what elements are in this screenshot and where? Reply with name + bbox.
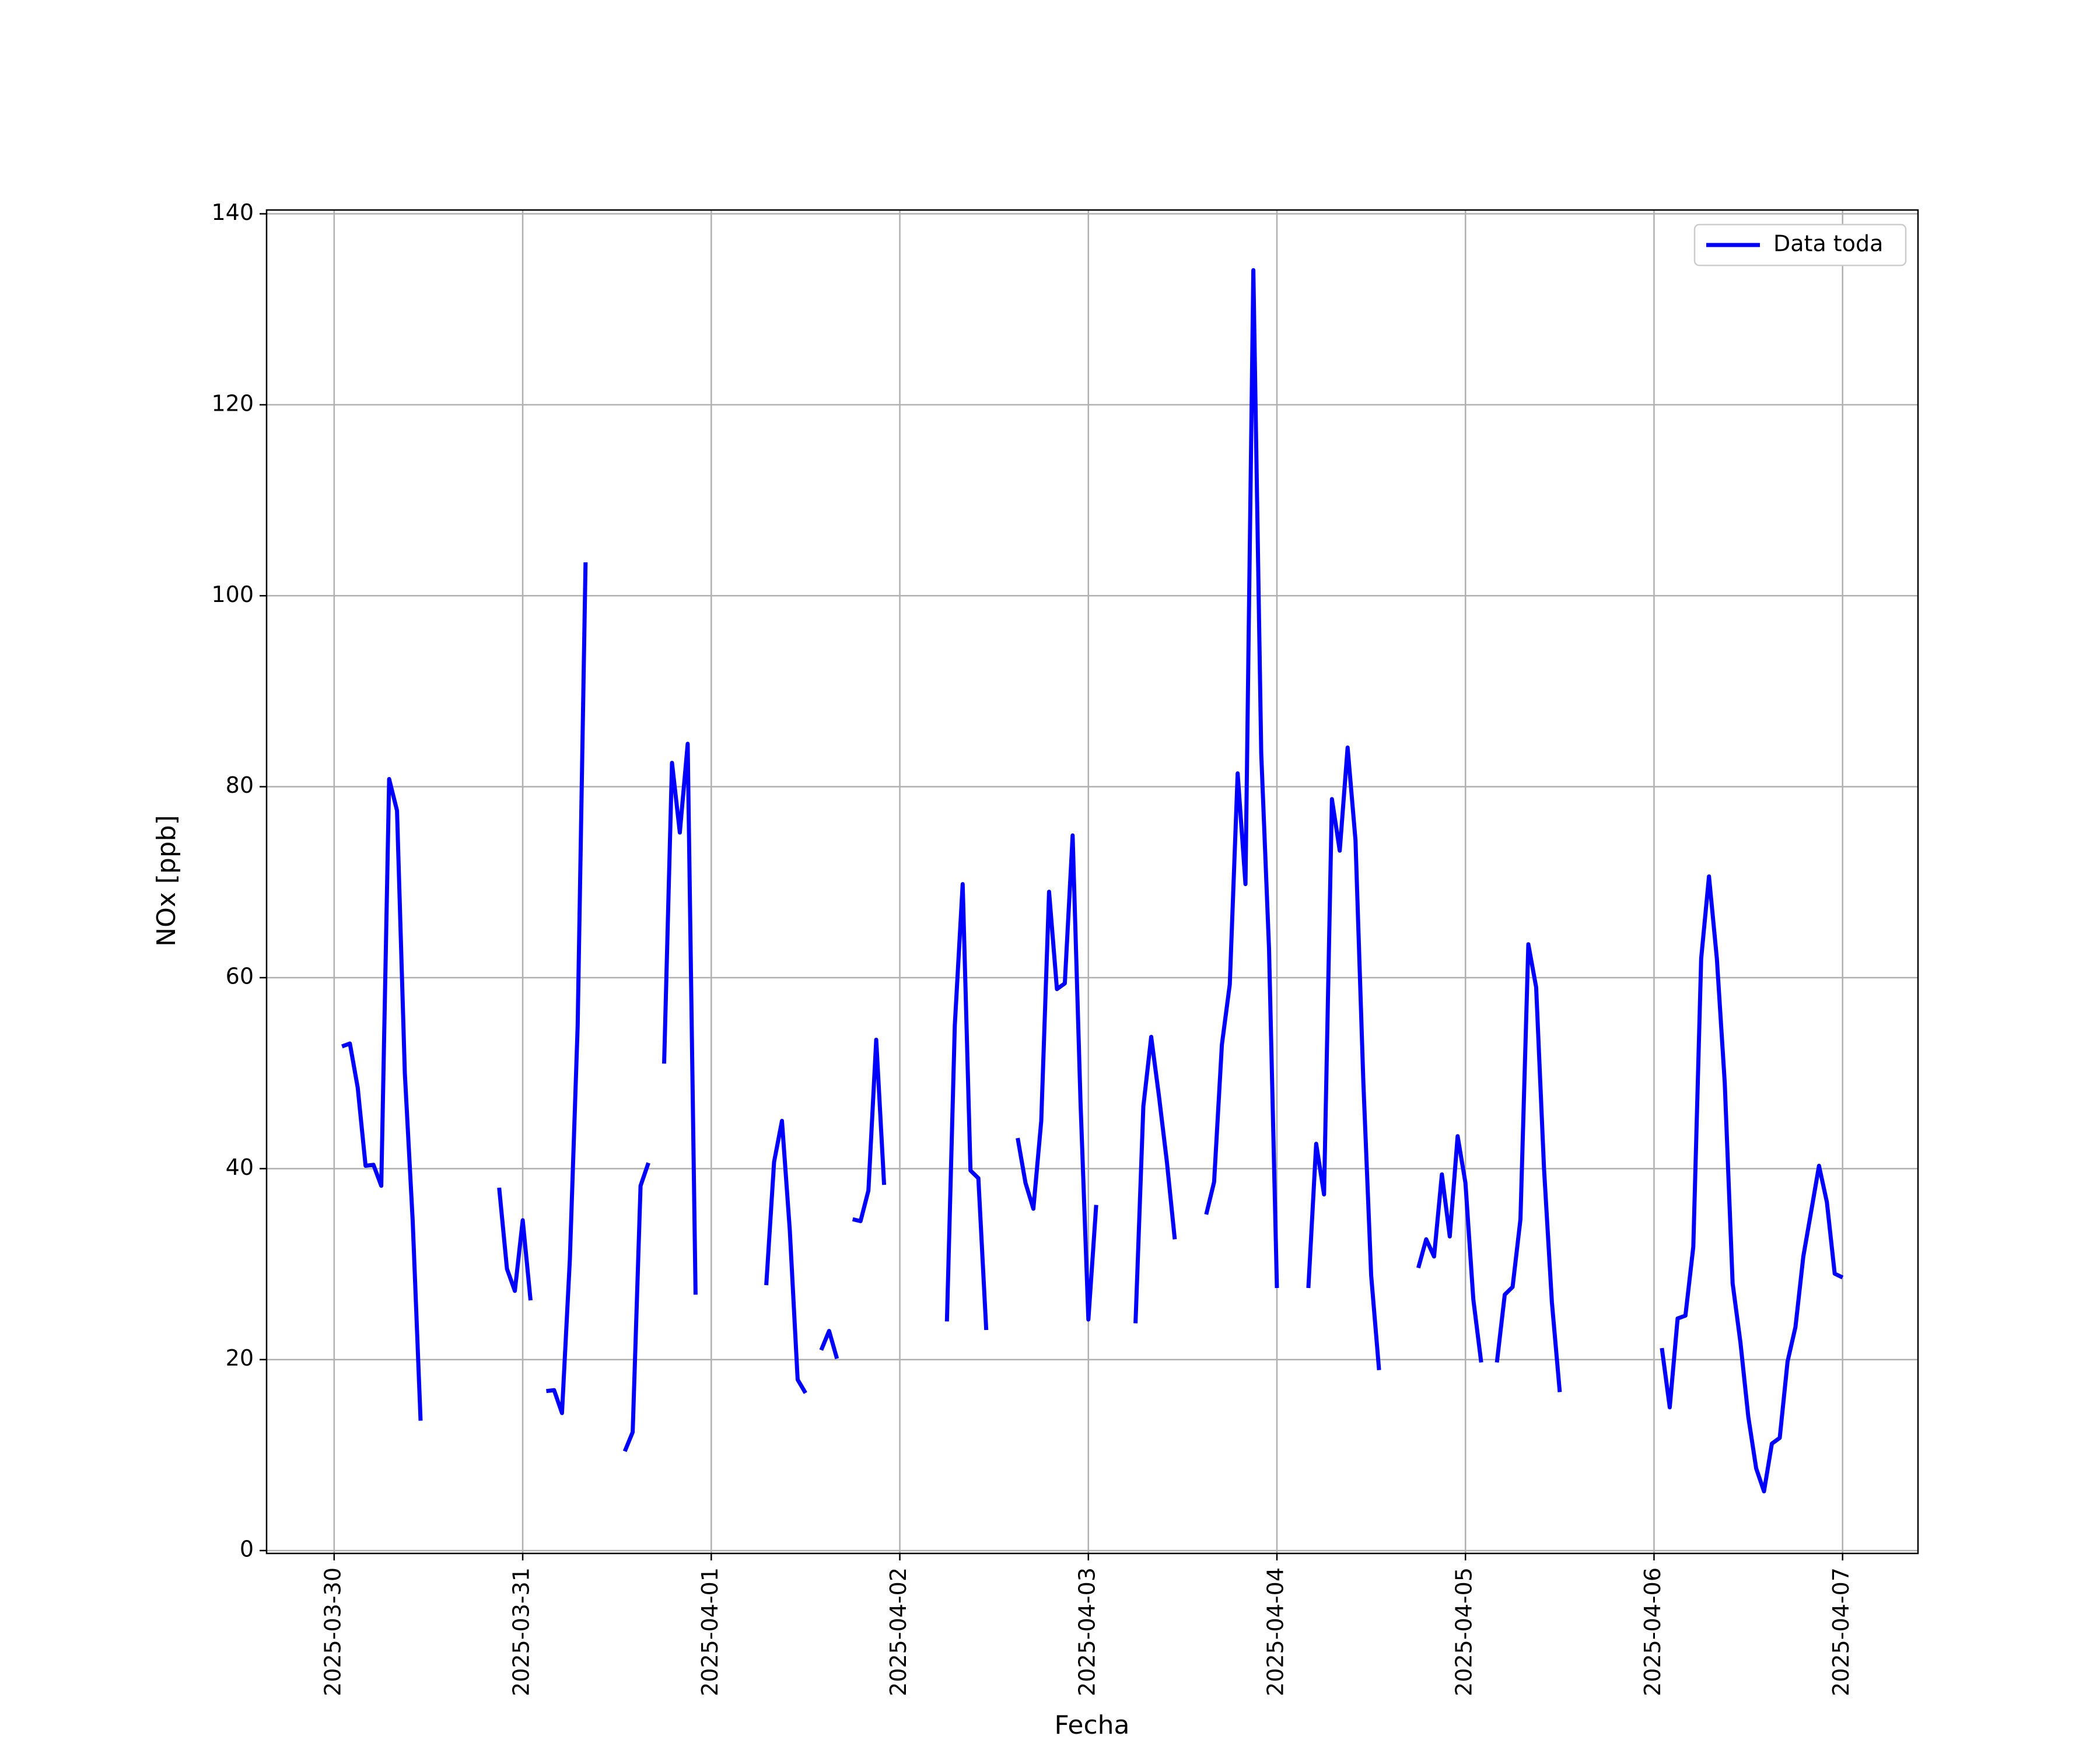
x-axis-label: Fecha (1054, 1710, 1129, 1740)
x-tick-label: 2025-03-31 (509, 1567, 534, 1696)
x-tick-label: 2025-04-04 (1263, 1567, 1289, 1696)
y-tick-label: 100 (211, 582, 254, 607)
y-tick-label: 0 (240, 1536, 254, 1562)
y-tick-label: 80 (226, 772, 254, 798)
x-tick-label: 2025-04-02 (886, 1567, 911, 1696)
y-tick-label: 20 (226, 1345, 254, 1371)
y-tick-label: 140 (211, 200, 254, 225)
legend-box (1693, 223, 1907, 267)
y-tick-label: 40 (226, 1154, 254, 1180)
legend-label: Data toda (1773, 231, 1883, 257)
data-line (341, 268, 1844, 1494)
x-tick-label: 2025-04-03 (1074, 1567, 1100, 1696)
plot-frame (265, 209, 1919, 1555)
y-tick-label: 120 (211, 390, 254, 416)
x-tick-label: 2025-04-01 (697, 1567, 723, 1696)
y-tick-label: 60 (226, 964, 254, 989)
x-tick-label: 2025-04-06 (1640, 1567, 1665, 1696)
y-axis-label: NOx [ppb] (152, 815, 181, 947)
x-tick-label: 2025-04-05 (1451, 1567, 1477, 1696)
x-tick-label: 2025-04-07 (1828, 1567, 1854, 1696)
x-tick-label: 2025-03-30 (320, 1567, 345, 1696)
